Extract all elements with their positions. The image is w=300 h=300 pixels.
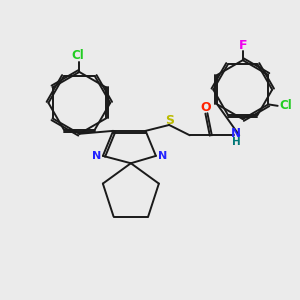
- Text: S: S: [165, 114, 174, 127]
- Text: N: N: [92, 151, 101, 161]
- Text: F: F: [238, 39, 247, 52]
- Text: N: N: [231, 127, 241, 140]
- Text: H: H: [232, 137, 241, 147]
- Text: Cl: Cl: [280, 99, 292, 112]
- Text: O: O: [201, 101, 211, 114]
- Text: Cl: Cl: [71, 49, 84, 62]
- Text: N: N: [158, 151, 167, 161]
